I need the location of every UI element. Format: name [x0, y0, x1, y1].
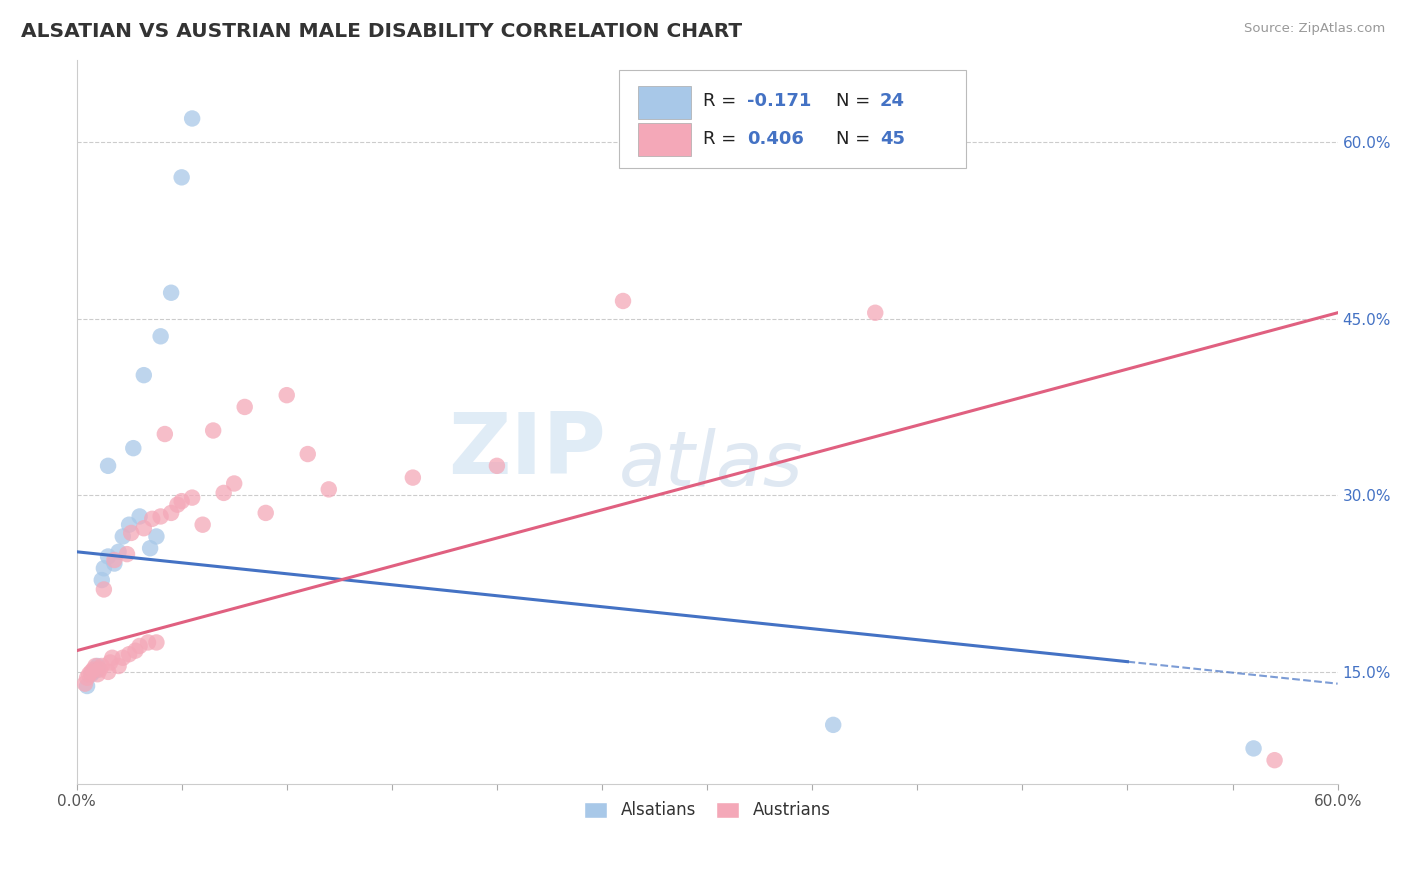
Text: atlas: atlas — [619, 428, 803, 502]
Point — [86, 667, 108, 681]
Point — [73, 676, 96, 690]
Point — [90, 659, 112, 673]
Point — [149, 329, 172, 343]
Point — [160, 506, 183, 520]
Point — [103, 553, 125, 567]
Point — [89, 663, 111, 677]
Point — [76, 679, 98, 693]
Point — [107, 659, 129, 673]
Text: R =: R = — [703, 129, 742, 147]
Point — [202, 424, 225, 438]
Point — [128, 509, 150, 524]
Point — [402, 470, 425, 484]
Point — [98, 656, 121, 670]
Point — [181, 112, 204, 126]
Point — [80, 667, 103, 681]
Point — [80, 665, 103, 679]
Text: R =: R = — [703, 92, 742, 110]
Point — [166, 498, 188, 512]
Point — [149, 509, 172, 524]
Point — [111, 529, 134, 543]
Text: N =: N = — [835, 129, 876, 147]
Point — [318, 483, 340, 497]
Point — [82, 663, 104, 677]
Point — [233, 400, 256, 414]
Point — [170, 494, 193, 508]
Point — [93, 561, 115, 575]
Point — [612, 293, 634, 308]
Text: -0.171: -0.171 — [748, 92, 811, 110]
Point — [97, 665, 120, 679]
Text: N =: N = — [835, 92, 876, 110]
Text: 24: 24 — [880, 92, 905, 110]
FancyBboxPatch shape — [638, 86, 690, 119]
Point — [823, 718, 845, 732]
Text: Source: ZipAtlas.com: Source: ZipAtlas.com — [1244, 22, 1385, 36]
Point — [1243, 741, 1265, 756]
Point — [145, 529, 167, 543]
Point — [97, 458, 120, 473]
Text: ZIP: ZIP — [449, 409, 606, 492]
Point — [76, 671, 98, 685]
Point — [101, 650, 124, 665]
Point — [128, 639, 150, 653]
Point — [136, 635, 159, 649]
Point — [276, 388, 298, 402]
Point — [118, 647, 141, 661]
Point — [485, 458, 508, 473]
Point — [107, 545, 129, 559]
Point — [103, 557, 125, 571]
Point — [170, 170, 193, 185]
Point — [145, 635, 167, 649]
Point — [153, 427, 176, 442]
Point — [141, 512, 163, 526]
Point — [297, 447, 319, 461]
Point — [122, 441, 145, 455]
Point — [111, 650, 134, 665]
Point — [181, 491, 204, 505]
FancyBboxPatch shape — [619, 70, 966, 169]
Point — [124, 643, 146, 657]
Point — [865, 306, 887, 320]
Point — [115, 547, 138, 561]
Point — [97, 549, 120, 564]
Text: 45: 45 — [880, 129, 905, 147]
Point — [90, 573, 112, 587]
Text: 0.406: 0.406 — [748, 129, 804, 147]
Point — [118, 517, 141, 532]
Point — [77, 667, 100, 681]
Point — [132, 368, 155, 383]
Point — [120, 525, 142, 540]
Point — [132, 521, 155, 535]
Point — [224, 476, 246, 491]
Point — [93, 582, 115, 597]
Point — [212, 486, 235, 500]
Point — [82, 665, 104, 679]
Point — [1264, 753, 1286, 767]
Point — [254, 506, 277, 520]
Text: ALSATIAN VS AUSTRIAN MALE DISABILITY CORRELATION CHART: ALSATIAN VS AUSTRIAN MALE DISABILITY COR… — [21, 22, 742, 41]
FancyBboxPatch shape — [638, 122, 690, 156]
Point — [160, 285, 183, 300]
Point — [84, 659, 107, 673]
Legend: Alsatians, Austrians: Alsatians, Austrians — [576, 795, 837, 826]
Point — [86, 663, 108, 677]
Point — [191, 517, 214, 532]
Point — [139, 541, 162, 556]
Point — [86, 659, 108, 673]
